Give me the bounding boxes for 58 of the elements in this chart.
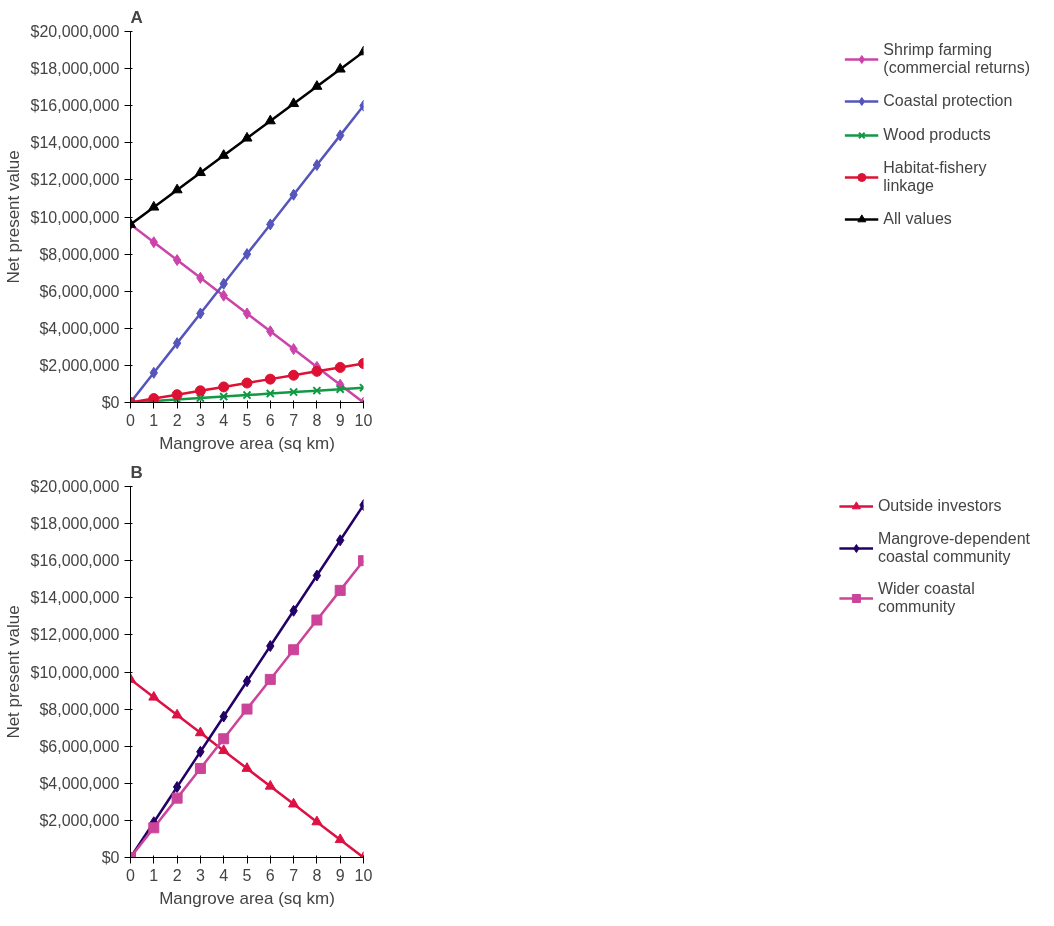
x-tick-label: 0 bbox=[126, 411, 136, 429]
x-tick-label: 5 bbox=[242, 866, 252, 884]
y-tick-label: $2,000,000 bbox=[39, 811, 120, 829]
x-tick-label: 0 bbox=[126, 866, 136, 884]
y-tick-label: $18,000,000 bbox=[30, 515, 120, 533]
x-tick-label: 5 bbox=[242, 411, 252, 429]
y-tick-label: $4,000,000 bbox=[39, 774, 120, 792]
y-tick-label: $16,000,000 bbox=[30, 552, 120, 570]
legend-label: Wider coastal community bbox=[877, 580, 975, 616]
x-tick-label: 2 bbox=[172, 866, 182, 884]
y-tick-label: $10,000,000 bbox=[30, 663, 120, 681]
y-tick-label: $2,000,000 bbox=[39, 356, 120, 374]
legend-label: Shrimp farming (commercial returns) bbox=[883, 41, 1030, 77]
x-tick-label: 6 bbox=[265, 866, 275, 884]
y-tick-label: $8,000,000 bbox=[39, 245, 120, 263]
x-tick-label: 8 bbox=[312, 411, 322, 429]
legend-label: Outside investors bbox=[877, 497, 1002, 515]
legend-label: All values bbox=[883, 210, 952, 228]
x-tick-label: 2 bbox=[172, 411, 182, 429]
y-tick-label: $0 bbox=[101, 849, 120, 866]
x-tick-label: 9 bbox=[335, 866, 345, 884]
x-tick-label: 1 bbox=[149, 411, 159, 429]
x-axis-title: Mangrove area (sq km) bbox=[159, 888, 335, 908]
x-tick-label: 9 bbox=[335, 411, 345, 429]
y-tick-label: $10,000,000 bbox=[30, 208, 120, 226]
legend-label: Wood products bbox=[883, 126, 991, 144]
x-axis-title: Mangrove area (sq km) bbox=[159, 433, 335, 453]
chart-title: A bbox=[130, 7, 143, 27]
x-tick-label: 1 bbox=[149, 866, 159, 884]
legend-label: Mangrove-dependent coastal community bbox=[877, 530, 1030, 566]
y-tick-label: $20,000,000 bbox=[30, 23, 120, 40]
y-tick-label: $12,000,000 bbox=[30, 171, 120, 189]
chart-title: B bbox=[130, 462, 143, 482]
y-tick-label: $6,000,000 bbox=[39, 737, 120, 755]
y-tick-label: $14,000,000 bbox=[30, 134, 120, 152]
y-tick-label: $14,000,000 bbox=[30, 589, 120, 607]
y-tick-label: $20,000,000 bbox=[30, 478, 120, 495]
y-tick-label: $8,000,000 bbox=[39, 700, 120, 718]
y-tick-label: $0 bbox=[101, 394, 120, 411]
legend-label: Coastal protection bbox=[883, 92, 1013, 110]
y-axis-title: Net present value bbox=[3, 605, 23, 739]
x-tick-label: 4 bbox=[219, 866, 229, 884]
x-tick-label: 7 bbox=[289, 411, 299, 429]
x-tick-label: 3 bbox=[195, 411, 205, 429]
y-tick-label: $4,000,000 bbox=[39, 319, 120, 337]
x-tick-label: 4 bbox=[219, 411, 229, 429]
y-tick-label: $18,000,000 bbox=[30, 60, 120, 78]
x-tick-label: 8 bbox=[312, 866, 322, 884]
y-axis-title: Net present value bbox=[3, 150, 23, 284]
legend-label: Habitat-fishery linkage bbox=[883, 159, 987, 195]
x-tick-label: 6 bbox=[265, 411, 275, 429]
x-tick-label: 3 bbox=[195, 866, 205, 884]
x-tick-label: 7 bbox=[289, 866, 299, 884]
y-tick-label: $6,000,000 bbox=[39, 282, 120, 300]
y-tick-label: $16,000,000 bbox=[30, 97, 120, 115]
x-tick-label: 10 bbox=[354, 411, 373, 429]
y-tick-label: $12,000,000 bbox=[30, 626, 120, 644]
x-tick-label: 10 bbox=[354, 866, 373, 884]
